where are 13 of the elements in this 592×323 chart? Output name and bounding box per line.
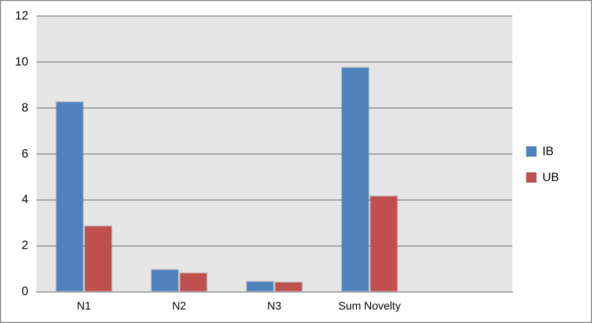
- y-tick-label: 6: [22, 146, 29, 160]
- y-tick-label: 8: [22, 100, 29, 114]
- x-tick-label: N2: [172, 300, 186, 312]
- legend-label: IB: [542, 144, 554, 158]
- y-tick-label: 4: [22, 192, 29, 206]
- y-tick-label: 0: [22, 284, 29, 298]
- x-tick-label: N3: [267, 300, 282, 312]
- legend-label: UB: [542, 170, 559, 184]
- y-tick-label: 2: [22, 238, 29, 252]
- y-tick-label: 12: [14, 8, 29, 23]
- y-tick-label: 10: [14, 54, 29, 68]
- x-tick-label: N1: [76, 300, 91, 312]
- x-tick-label: Sum Novelty: [338, 300, 402, 312]
